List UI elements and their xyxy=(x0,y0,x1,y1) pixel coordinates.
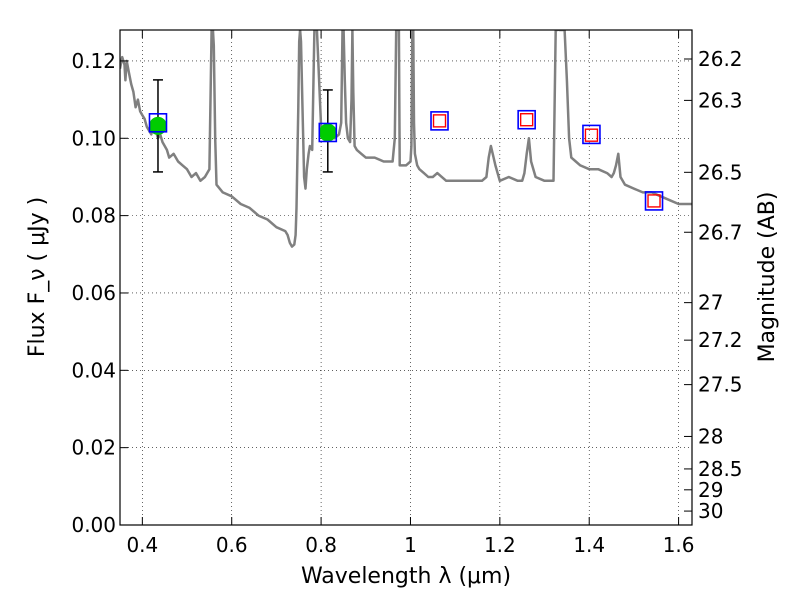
model-box xyxy=(148,113,168,133)
y-right-tick-label: 28.5 xyxy=(698,457,743,481)
grid-lines xyxy=(120,30,692,526)
x-tick-label: 1.2 xyxy=(484,533,516,557)
model-box xyxy=(517,109,536,130)
flux-box xyxy=(647,194,661,208)
y-right-tick-label: 26.3 xyxy=(698,88,743,112)
y-tick-label: 0.06 xyxy=(71,281,116,305)
y-axis-label: Flux F_ν ( μJy ) xyxy=(25,197,50,357)
y-tick-label: 0.00 xyxy=(71,513,116,537)
flux-box xyxy=(584,128,599,142)
y-right-tick-label: 26.5 xyxy=(698,160,743,184)
observed-point xyxy=(318,123,337,142)
y-tick-label: 0.04 xyxy=(71,358,116,382)
x-tick-label: 0.8 xyxy=(305,533,337,557)
flux-box xyxy=(432,114,447,128)
axis-ticks: 0.4 0.6 0.8 1 1.2 1.4 1.6 0.00 0.02 0.04 0.06 0.08 0… xyxy=(71,30,743,557)
model-box xyxy=(430,111,449,131)
markers-layer xyxy=(148,79,664,211)
x-tick-label: 0.6 xyxy=(216,533,248,557)
y-right-tick-label: 27.5 xyxy=(698,373,743,397)
y-right-tick-label: 27 xyxy=(698,291,723,315)
x-tick-label: 1 xyxy=(404,533,417,557)
spectrum-line xyxy=(120,30,692,248)
x-axis-label: Wavelength λ (μm) xyxy=(301,564,511,589)
y-tick-label: 0.10 xyxy=(71,126,116,150)
model-box xyxy=(582,124,601,145)
y-axis-label-right: Magnitude (AB) xyxy=(755,192,780,363)
x-tick-label: 1.6 xyxy=(663,533,695,557)
y-right-tick-label: 28 xyxy=(698,424,723,448)
y-right-tick-label: 26.2 xyxy=(698,47,743,71)
series-layer xyxy=(120,30,692,248)
y-tick-label: 0.12 xyxy=(71,49,116,73)
model-box xyxy=(644,191,664,211)
y-right-tick-label: 27.2 xyxy=(698,328,743,352)
y-right-tick-label: 26.7 xyxy=(698,220,743,244)
x-tick-label: 0.4 xyxy=(126,533,158,557)
model-box xyxy=(318,122,338,143)
y-tick-label: 0.02 xyxy=(71,436,116,460)
y-right-tick-label: 30 xyxy=(698,499,723,523)
y-right-tick-label: 29 xyxy=(698,478,723,502)
y-tick-label: 0.08 xyxy=(71,204,116,228)
flux-box xyxy=(519,113,534,127)
x-tick-label: 1.4 xyxy=(573,533,605,557)
plot-frame xyxy=(119,29,693,526)
